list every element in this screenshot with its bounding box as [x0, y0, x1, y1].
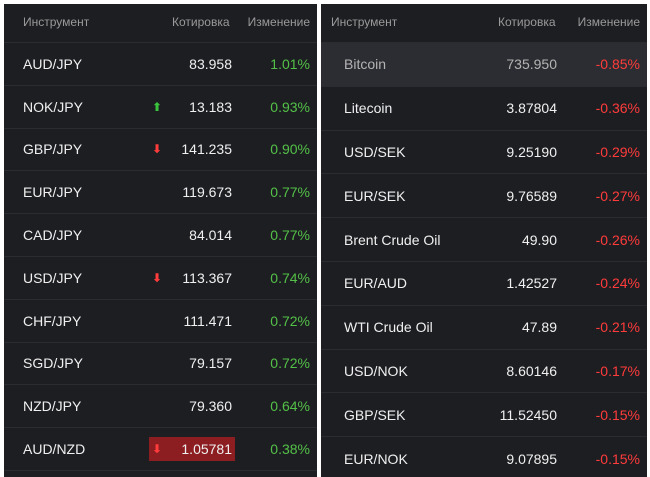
change-value: 1.01% — [270, 55, 310, 72]
instrument-name[interactable]: AUD/JPY — [23, 55, 83, 72]
quote-value: 1.05781 — [181, 441, 232, 458]
table-row[interactable]: USD/NOK 8.60146 -0.17% — [321, 350, 647, 394]
quote-value: 9.07895 — [506, 450, 557, 467]
gainers-table: Инструмент Котировка Изменение AUD/JPY 83… — [4, 4, 317, 477]
change-value: -0.27% — [595, 187, 640, 204]
instrument-name[interactable]: EUR/SEK — [344, 187, 406, 204]
instrument-header[interactable]: Инструмент — [23, 15, 90, 29]
quote-value: 79.157 — [189, 355, 232, 372]
change-value: 0.93% — [270, 98, 310, 115]
instrument-name[interactable]: EUR/JPY — [23, 184, 83, 201]
quote-value: 113.367 — [182, 269, 232, 286]
quote-value: 79.360 — [189, 398, 232, 415]
table-row[interactable]: CAD/JPY 84.014 0.77% — [4, 214, 317, 257]
table-row[interactable]: WTI Crude Oil 47.89 -0.21% — [321, 306, 647, 350]
instrument-name[interactable]: NOK/JPY — [23, 98, 83, 115]
change-value: 0.77% — [270, 184, 310, 201]
table-header: Инструмент Котировка Изменение — [4, 4, 317, 43]
quote-value: 83.958 — [189, 55, 232, 72]
change-value: -0.85% — [595, 56, 640, 73]
change-header[interactable]: Изменение — [247, 15, 310, 29]
table-row[interactable]: USD/SEK 9.25190 -0.29% — [321, 131, 647, 175]
instrument-name[interactable]: EUR/AUD — [344, 275, 408, 292]
change-value: 0.77% — [270, 227, 310, 244]
quote-value: 8.60146 — [506, 362, 557, 379]
table-row[interactable]: AUD/JPY 83.958 1.01% — [4, 43, 317, 86]
instrument-name[interactable]: WTI Crude Oil — [344, 319, 433, 336]
table-row[interactable]: NOK/JPY ⬆ 13.183 0.93% — [4, 86, 317, 129]
change-value: -0.26% — [595, 231, 640, 248]
quote-highlight — [149, 437, 235, 462]
quote-value: 84.014 — [189, 227, 232, 244]
arrow-down-icon: ⬇ — [152, 270, 163, 285]
change-value: -0.36% — [595, 100, 640, 117]
quote-value: 141.235 — [181, 141, 232, 158]
table-row[interactable]: EUR/NOK 9.07895 -0.15% — [321, 437, 647, 477]
table-body: AUD/JPY 83.958 1.01% NOK/JPY ⬆ 13.183 0.93% GBP… — [4, 43, 317, 471]
instrument-name[interactable]: USD/SEK — [344, 143, 406, 160]
instrument-name[interactable]: EUR/NOK — [344, 450, 408, 467]
change-value: 0.72% — [270, 312, 310, 329]
change-value: -0.15% — [595, 450, 640, 467]
table-row[interactable]: Brent Crude Oil 49.90 -0.26% — [321, 218, 647, 262]
table-row[interactable]: GBP/JPY ⬇ 141.235 0.90% — [4, 129, 317, 172]
change-value: -0.24% — [595, 275, 640, 292]
losers-table: Инструмент Котировка Изменение Bitcoin 73… — [321, 4, 647, 477]
instrument-name[interactable]: SGD/JPY — [23, 355, 83, 372]
instrument-name[interactable]: Litecoin — [344, 100, 393, 117]
quote-value: 13.183 — [189, 98, 232, 115]
table-row[interactable]: Bitcoin 735.950 -0.85% — [321, 43, 647, 87]
instrument-name[interactable]: GBP/SEK — [344, 406, 406, 423]
quote-value: 11.52450 — [499, 406, 557, 423]
instrument-name[interactable]: CAD/JPY — [23, 227, 83, 244]
arrow-down-icon: ⬇ — [152, 142, 163, 157]
quote-value: 9.25190 — [506, 143, 557, 160]
instrument-name[interactable]: CHF/JPY — [23, 312, 82, 329]
quote-value: 49.90 — [521, 231, 557, 248]
quote-value: 1.42527 — [506, 275, 557, 292]
table-row[interactable]: Litecoin 3.87804 -0.36% — [321, 87, 647, 131]
instrument-name[interactable]: GBP/JPY — [23, 141, 83, 158]
quote-header[interactable]: Котировка — [498, 15, 556, 29]
quote-header[interactable]: Котировка — [172, 15, 230, 29]
table-body: Bitcoin 735.950 -0.85% Litecoin 3.87804 -0.36… — [321, 43, 647, 477]
instrument-name[interactable]: NZD/JPY — [23, 398, 82, 415]
instrument-header[interactable]: Инструмент — [331, 15, 398, 29]
table-row[interactable]: USD/JPY ⬇ 113.367 0.74% — [4, 257, 317, 300]
arrow-down-icon: ⬇ — [152, 442, 163, 457]
change-value: -0.15% — [595, 406, 640, 423]
change-value: 0.74% — [270, 269, 310, 286]
quote-value: 119.673 — [182, 184, 232, 201]
quote-value: 9.76589 — [506, 187, 557, 204]
table-row[interactable]: NZD/JPY 79.360 0.64% — [4, 385, 317, 429]
quote-value: 111.471 — [183, 312, 232, 329]
quote-value: 735.950 — [506, 56, 557, 73]
change-header[interactable]: Изменение — [577, 15, 640, 29]
table-row[interactable]: EUR/SEK 9.76589 -0.27% — [321, 174, 647, 219]
change-value: 0.38% — [270, 441, 310, 458]
table-row[interactable]: EUR/JPY 119.673 0.77% — [4, 171, 317, 215]
instrument-name[interactable]: USD/NOK — [344, 362, 408, 379]
change-value: -0.21% — [595, 319, 640, 336]
instrument-name[interactable]: AUD/NZD — [23, 441, 86, 458]
change-value: 0.72% — [270, 355, 310, 372]
table-row[interactable]: AUD/NZD ⬇ 1.05781 0.38% — [4, 428, 317, 471]
change-value: 0.90% — [270, 141, 310, 158]
change-value: -0.17% — [595, 362, 640, 379]
instrument-name[interactable]: Bitcoin — [344, 56, 387, 73]
table-row[interactable]: GBP/SEK 11.52450 -0.15% — [321, 393, 647, 438]
table-row[interactable]: CHF/JPY 111.471 0.72% — [4, 300, 317, 343]
table-header: Инструмент Котировка Изменение — [321, 4, 647, 43]
change-value: 0.64% — [270, 398, 310, 415]
change-value: -0.29% — [595, 143, 640, 160]
instrument-name[interactable]: USD/JPY — [23, 269, 83, 286]
table-row[interactable]: EUR/AUD 1.42527 -0.24% — [321, 262, 647, 306]
table-row[interactable]: SGD/JPY 79.157 0.72% — [4, 343, 317, 386]
arrow-up-icon: ⬆ — [152, 99, 163, 114]
instrument-name[interactable]: Brent Crude Oil — [344, 231, 441, 248]
quote-value: 3.87804 — [506, 100, 557, 117]
quote-value: 47.89 — [521, 319, 557, 336]
